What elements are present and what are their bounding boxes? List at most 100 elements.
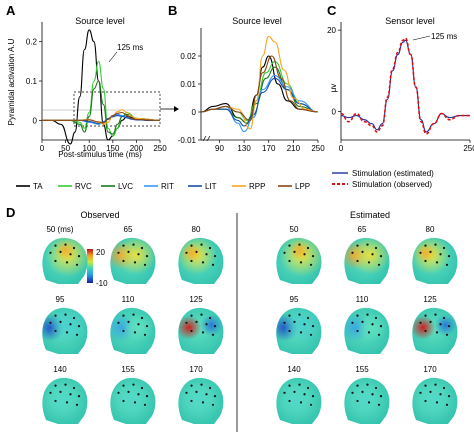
topomap-head (412, 237, 458, 284)
series-line-a-rvc (42, 60, 161, 137)
electrode-dot (445, 263, 449, 266)
electrode-dot (445, 403, 449, 406)
topomap-head (412, 377, 458, 424)
electrode-dot (311, 395, 315, 398)
x-tick-label: 200 (130, 144, 144, 153)
y-tick-label: 0 (332, 108, 337, 117)
electrode-dot (65, 401, 69, 404)
electrode-dot (64, 313, 67, 316)
topomap-head (344, 307, 390, 354)
legend-label-ta: TA (33, 182, 43, 191)
electrode-dot (140, 386, 144, 390)
electrode-dot (356, 329, 359, 333)
electrode-dot (211, 403, 215, 406)
legend-label-rpp: RPP (249, 182, 265, 191)
series-legend: TA RVC LVC RIT LIT RPP LPP (16, 182, 310, 191)
time-label: 125 (423, 295, 437, 304)
electrode-dot (200, 383, 203, 386)
electrode-dot (201, 331, 205, 334)
topomap-head (42, 307, 88, 354)
panel-letter-c: C (327, 3, 337, 18)
legend-label-lpp: LPP (295, 182, 310, 191)
electrode-dot (140, 316, 144, 320)
electrode-dot (371, 393, 374, 396)
electrode-dot (59, 390, 62, 393)
electrode-dot (133, 331, 137, 334)
electrode-dot (309, 403, 313, 406)
electrode-dot (49, 391, 52, 394)
electrode-dot (442, 246, 446, 250)
time-label: 140 (53, 365, 67, 374)
electrode-dot (122, 384, 125, 387)
activation-blob (200, 314, 223, 336)
electrode-dot (64, 243, 67, 246)
series-line-c-stimulation-estimated- (340, 39, 470, 133)
electrode-dot (288, 244, 291, 247)
electrode-dot (69, 393, 72, 396)
electrode-dot (190, 399, 193, 403)
electrode-dot (122, 329, 125, 333)
electrode-dot (361, 250, 364, 253)
electrode-dot (377, 333, 381, 336)
electrode-dot (303, 323, 306, 326)
electrode-dot (435, 401, 439, 404)
electrode-dot (132, 243, 135, 246)
electrode-dot (200, 243, 203, 246)
electrode-dot (205, 323, 208, 326)
electrode-dot (143, 403, 147, 406)
panel-a-xlabel: Post-stimulus time (ms) (58, 150, 142, 159)
topomap-head (178, 307, 224, 354)
colorbar-max-label: 20 (96, 248, 105, 257)
electrode-dot (299, 261, 303, 264)
electrode-dot (299, 401, 303, 404)
panel-b-chart: 0.02 0.01 0 -0.01 90 130 170 210 250 (178, 28, 325, 153)
electrode-dot (356, 399, 359, 403)
electrode-dot (356, 314, 359, 317)
electrode-dot (75, 333, 79, 336)
electrode-dot (374, 316, 378, 320)
electrode-dot (145, 255, 149, 258)
electrode-dot (419, 251, 422, 254)
electrode-dot (366, 243, 369, 246)
electrode-dot (424, 384, 427, 387)
electrode-dot (429, 250, 432, 253)
electrode-dot (303, 253, 306, 256)
zoom-arrowhead (174, 106, 179, 112)
series-line-b-lpp (200, 55, 319, 121)
x-tick-label: 50 (61, 144, 70, 153)
electrode-dot (447, 395, 451, 398)
electrode-dot (435, 261, 439, 264)
electrode-dot (133, 401, 137, 404)
activation-blob (350, 237, 390, 275)
electrode-dot (447, 255, 451, 258)
legend-label-rvc: RVC (75, 182, 92, 191)
electrode-dot (54, 244, 57, 247)
electrode-dot (133, 261, 137, 264)
time-label: 65 (358, 225, 367, 234)
time-label: 95 (56, 295, 65, 304)
topomap-head (178, 377, 224, 424)
electrode-dot (213, 395, 217, 398)
panel-b-title: Source level (232, 16, 282, 26)
electrode-dot (75, 403, 79, 406)
electrode-dot (361, 390, 364, 393)
electrode-dot (371, 323, 374, 326)
electrode-dot (379, 325, 383, 328)
electrode-dot (195, 320, 198, 323)
activation-blob (48, 307, 88, 345)
electrode-dot (77, 255, 81, 258)
electrode-dot (117, 391, 120, 394)
electrode-dot (356, 259, 359, 263)
observed-label: Observed (80, 210, 119, 220)
activation-blob (277, 380, 317, 420)
legend-label-stimulation-estimated: Stimulation (estimated) (352, 169, 434, 178)
legend-label-stimulation-observed: Stimulation (observed) (352, 180, 432, 189)
electrode-dot (293, 320, 296, 323)
electrode-dot (54, 399, 57, 403)
electrode-dot (190, 244, 193, 247)
electrode-dot (283, 321, 286, 324)
electrode-dot (424, 244, 427, 247)
electrode-dot (371, 253, 374, 256)
activation-blob (345, 380, 385, 420)
electrode-dot (132, 313, 135, 316)
